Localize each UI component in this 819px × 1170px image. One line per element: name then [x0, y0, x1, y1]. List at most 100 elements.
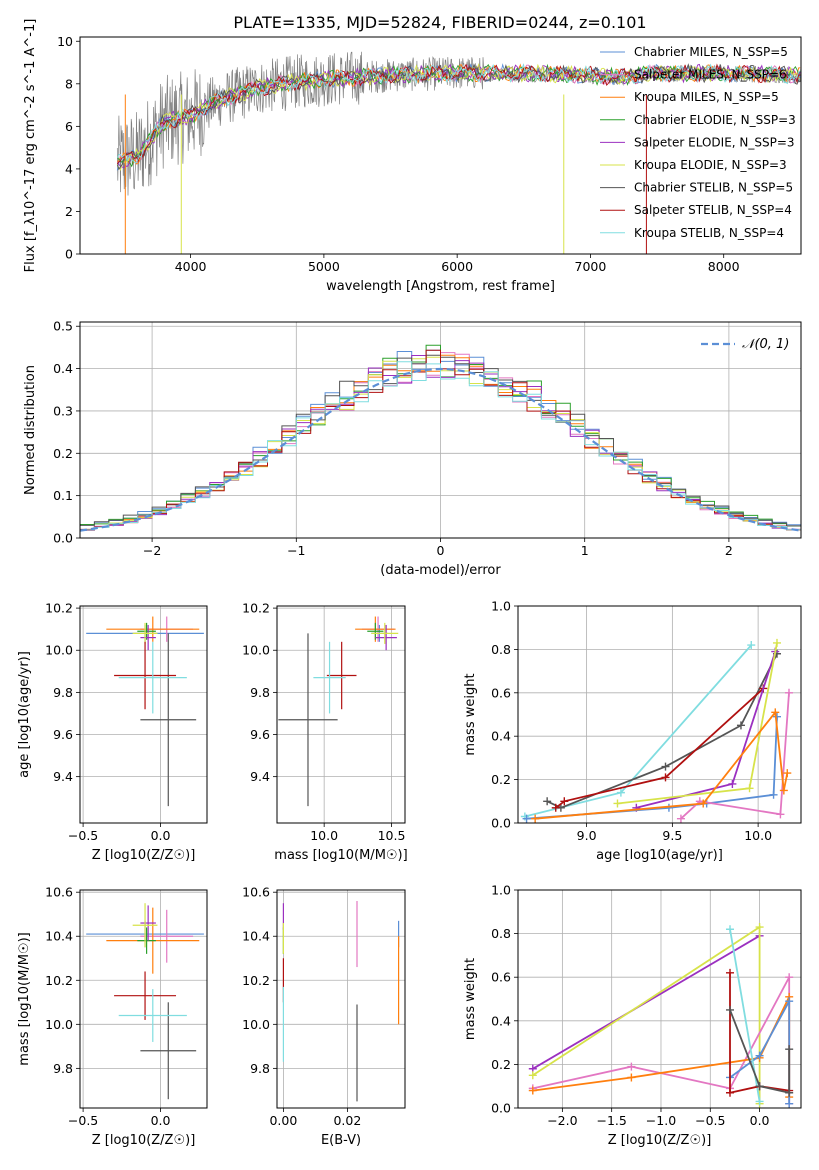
- errorbar-point: [140, 905, 156, 941]
- weight-marker: [736, 721, 745, 730]
- x-tick-label: −1.5: [596, 1113, 626, 1128]
- mass-vs-extinction-panel: 0.00 0.02 9.8 10.0 10.2 10.4 10.6 E(B-V): [242, 885, 406, 1148]
- x-axis-label: wavelength [Angstrom, rest frame]: [326, 279, 555, 294]
- errorbar-point: [137, 927, 156, 954]
- y-axis-label: mass weight: [463, 958, 478, 1040]
- mass-weight-vs-metallicity-panel: −2.0 −1.5 −1.0 −0.5 0.0 0.0 0.2 0.4 0.6 0.8 1.0 Z […: [463, 883, 802, 1148]
- weight-marker: [551, 803, 560, 812]
- legend-entry: Salpeter MILES, N_SSP=6: [634, 68, 787, 82]
- y-axis-label: age [log10(age/yr)]: [17, 651, 32, 778]
- weight-marker: [560, 797, 569, 806]
- errorbar-point: [313, 641, 346, 714]
- plot-area: [520, 638, 793, 823]
- weight-series-kroupa-elodie: [613, 638, 781, 808]
- weight-marker: [785, 973, 794, 982]
- y-tick-label: 10.0: [242, 643, 270, 658]
- axes-frame: [276, 889, 406, 1109]
- errorbar-point: [326, 641, 357, 710]
- weight-marker: [745, 784, 754, 793]
- legend-entry: Kroupa MILES, N_SSP=5: [634, 90, 779, 104]
- x-axis-label: Z [log10(Z/Z☉)]: [92, 1133, 196, 1148]
- plot-area: [80, 344, 801, 532]
- y-axis-label: mass weight: [463, 673, 478, 755]
- weight-marker: [661, 773, 670, 782]
- x-tick-label: −1.0: [646, 1113, 676, 1128]
- y-tick-label: 10.4: [45, 929, 73, 944]
- y-tick-label: 9.8: [53, 1061, 73, 1076]
- weight-series-kroupa-miles: [531, 708, 792, 823]
- y-tick-label: 9.8: [250, 685, 270, 700]
- plot-area: [282, 901, 400, 1102]
- weight-marker: [776, 810, 785, 819]
- figure-title: PLATE=1335, MJD=52824, FIBERID=0244, z=0…: [233, 13, 646, 32]
- weight-marker: [785, 1045, 794, 1054]
- x-tick-label: 2: [725, 543, 733, 558]
- y-tick-label: 4: [65, 161, 73, 176]
- errorbar-point: [371, 622, 399, 644]
- y-tick-label: 0.4: [491, 1013, 511, 1028]
- weight-marker: [771, 708, 780, 717]
- y-tick-label: 0.6: [491, 685, 511, 700]
- y-tick-label: 0.0: [491, 816, 511, 831]
- weight-marker: [755, 1082, 764, 1091]
- weight-marker: [613, 799, 622, 808]
- weight-marker: [772, 638, 781, 647]
- y-tick-label: 9.8: [250, 1061, 270, 1076]
- y-tick-label: 10.0: [242, 1017, 270, 1032]
- y-tick-label: 9.8: [53, 685, 73, 700]
- weight-marker: [627, 1062, 636, 1071]
- weight-marker: [522, 814, 531, 823]
- y-tick-label: 9.4: [53, 769, 73, 784]
- spectrum-panel: 4000 5000 6000 7000 8000 0 2 4 6 8 10 wavelength [A…: [23, 19, 802, 294]
- weight-marker: [699, 799, 708, 808]
- weight-marker: [769, 790, 778, 799]
- y-tick-label: 10: [57, 34, 73, 49]
- mass-weight-vs-age-panel: 9.0 9.5 10.0 0.0 0.2 0.4 0.6 0.8 1.0 age [log10(a…: [463, 599, 802, 863]
- y-tick-label: 10.0: [45, 643, 73, 658]
- axes-frame: [79, 605, 208, 824]
- x-axis-label: (data-model)/error: [380, 563, 501, 578]
- legend-entry: Salpeter STELIB, N_SSP=4: [634, 203, 792, 217]
- weight-marker: [785, 997, 794, 1006]
- y-tick-label: 1.0: [491, 883, 511, 898]
- y-tick-label: 0.6: [491, 970, 511, 985]
- x-tick-label: 0: [437, 543, 445, 558]
- weight-marker: [747, 641, 756, 650]
- gaussian-curve: [80, 367, 801, 532]
- model-spectrum-kroupa-elodie: [116, 62, 801, 171]
- errorbar-point: [140, 624, 156, 651]
- x-tick-label: 1: [581, 543, 589, 558]
- errorbar-point: [367, 622, 384, 640]
- y-tick-label: 1.0: [491, 599, 511, 614]
- errorbar-point: [114, 641, 177, 710]
- weight-marker: [755, 1097, 764, 1106]
- x-tick-label: 9.5: [662, 828, 682, 843]
- y-tick-label: 0.5: [53, 319, 73, 334]
- errorbar-point: [278, 633, 338, 807]
- y-tick-label: 0.0: [53, 531, 73, 546]
- legend-entry: Kroupa STELIB, N_SSP=4: [634, 226, 784, 240]
- weight-marker: [755, 1051, 764, 1060]
- x-tick-label: −0.5: [695, 1113, 725, 1128]
- weight-marker: [726, 1005, 735, 1014]
- y-tick-label: 9.4: [250, 769, 270, 784]
- x-tick-label: 8000: [708, 259, 740, 274]
- y-axis-label: mass [log10(M/M☉)]: [17, 932, 32, 1065]
- weight-marker: [784, 688, 793, 697]
- x-axis-label: E(B-V): [321, 1133, 361, 1148]
- x-tick-label: 0.0: [151, 1113, 171, 1128]
- errorbar-point: [375, 624, 397, 651]
- axes-frame: [79, 36, 802, 255]
- x-tick-label: 6000: [441, 259, 473, 274]
- errorbar-point: [132, 903, 158, 948]
- y-axis-label: Normed distribution: [23, 365, 38, 495]
- weight-marker: [785, 1088, 794, 1097]
- weight-marker: [531, 814, 540, 823]
- y-tick-label: 9.6: [53, 727, 73, 742]
- weight-marker: [543, 797, 552, 806]
- y-tick-label: 10.6: [242, 885, 270, 900]
- weight-series-chabrier-stelib: [726, 1005, 794, 1097]
- axes-frame: [276, 605, 406, 824]
- x-tick-label: 4000: [175, 259, 207, 274]
